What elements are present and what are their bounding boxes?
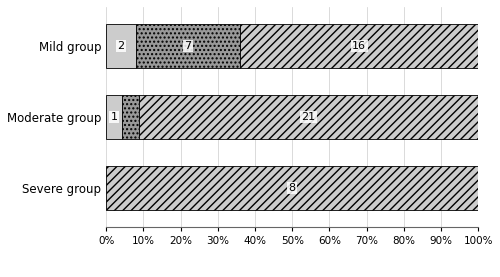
Bar [136, 24, 240, 68]
Text: 7: 7 [184, 41, 192, 51]
Text: 1: 1 [111, 112, 118, 122]
Bar [106, 24, 136, 68]
Bar [106, 166, 478, 210]
Bar [138, 95, 478, 139]
Text: 21: 21 [302, 112, 316, 122]
Legend: worsening, no change, improved: worsening, no change, improved [171, 272, 414, 277]
Text: 8: 8 [288, 183, 296, 193]
Bar [122, 95, 138, 139]
Bar [240, 24, 478, 68]
Text: 2: 2 [118, 41, 124, 51]
Text: 16: 16 [352, 41, 366, 51]
Bar [106, 95, 122, 139]
